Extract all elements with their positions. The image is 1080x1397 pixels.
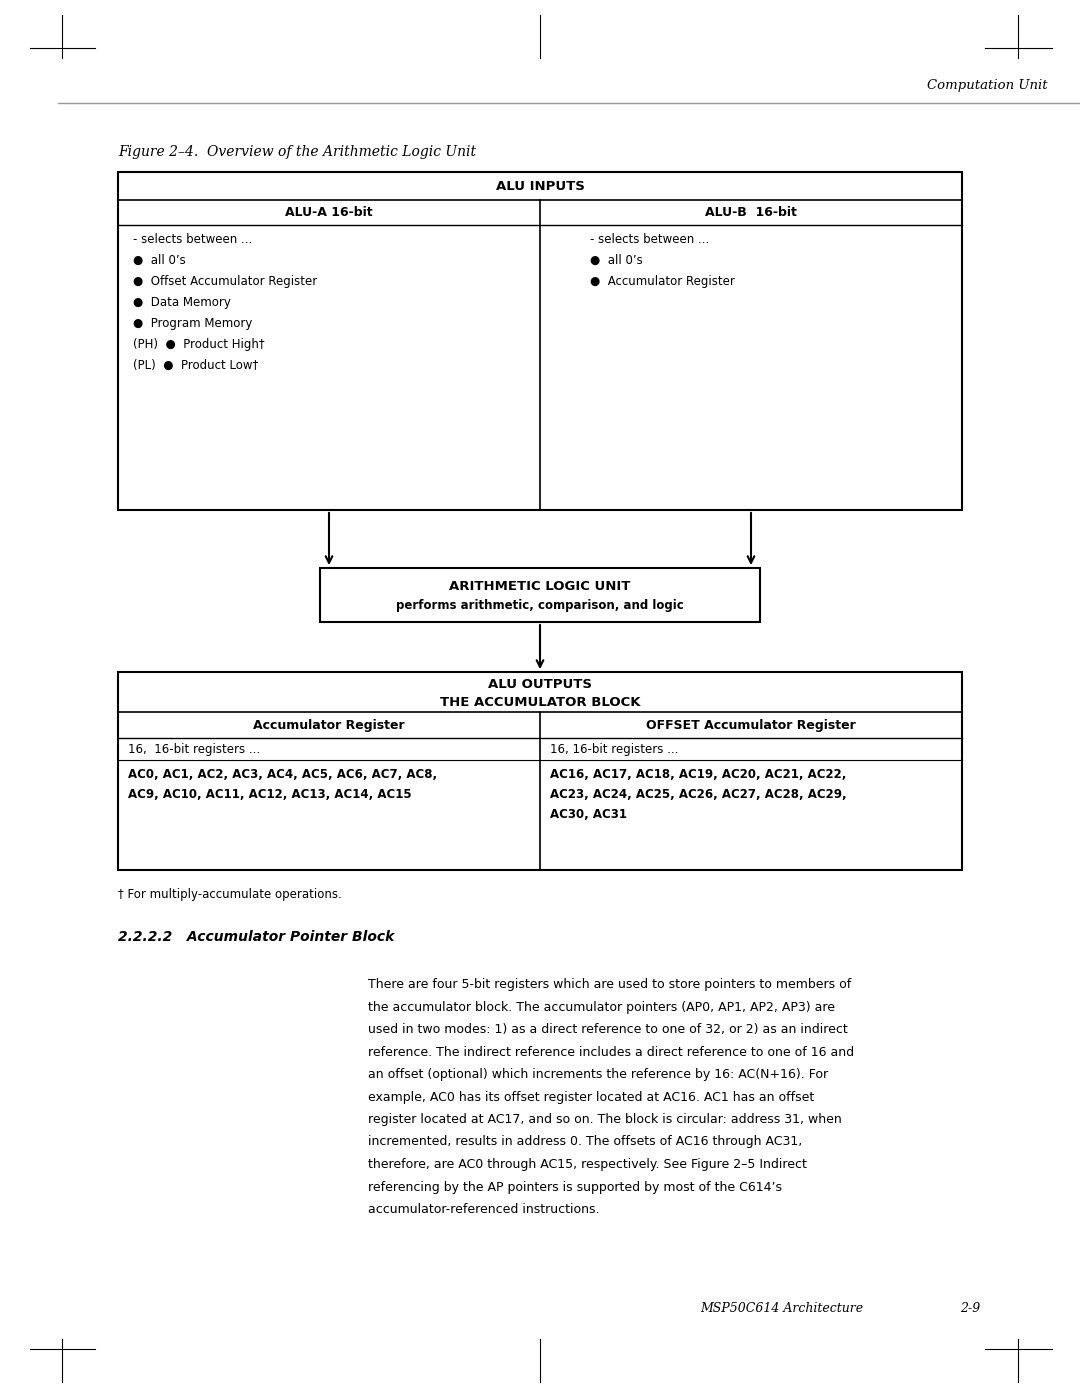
Text: incremented, results in address 0. The offsets of AC16 through AC31,: incremented, results in address 0. The o… (368, 1136, 802, 1148)
Text: ARITHMETIC LOGIC UNIT: ARITHMETIC LOGIC UNIT (449, 581, 631, 594)
Text: 2-9: 2-9 (960, 1302, 981, 1315)
Text: (PL)  ●  Product Low†: (PL) ● Product Low† (133, 359, 258, 372)
Text: accumulator-referenced instructions.: accumulator-referenced instructions. (368, 1203, 599, 1215)
Text: ALU-A 16-bit: ALU-A 16-bit (285, 205, 373, 219)
Text: There are four 5-bit registers which are used to store pointers to members of: There are four 5-bit registers which are… (368, 978, 851, 990)
Bar (118, 172, 962, 510)
Text: ALU OUTPUTS: ALU OUTPUTS (488, 679, 592, 692)
Text: ●  all 0’s: ● all 0’s (590, 254, 643, 267)
Bar (118, 672, 962, 870)
Text: 16, 16-bit registers ...: 16, 16-bit registers ... (550, 742, 678, 756)
Text: reference. The indirect reference includes a direct reference to one of 16 and: reference. The indirect reference includ… (368, 1045, 854, 1059)
Text: referencing by the AP pointers is supported by most of the C614’s: referencing by the AP pointers is suppor… (368, 1180, 782, 1193)
Text: ●  Program Memory: ● Program Memory (133, 317, 253, 330)
Text: AC0, AC1, AC2, AC3, AC4, AC5, AC6, AC7, AC8,
AC9, AC10, AC11, AC12, AC13, AC14, : AC0, AC1, AC2, AC3, AC4, AC5, AC6, AC7, … (129, 768, 437, 800)
Text: (PH)  ●  Product High†: (PH) ● Product High† (133, 338, 265, 351)
Text: - selects between ...: - selects between ... (590, 233, 710, 246)
Text: OFFSET Accumulator Register: OFFSET Accumulator Register (646, 718, 855, 732)
Text: - selects between ...: - selects between ... (133, 233, 253, 246)
Text: MSP50C614 Architecture: MSP50C614 Architecture (700, 1302, 863, 1315)
Text: Figure 2–4.  Overview of the Arithmetic Logic Unit: Figure 2–4. Overview of the Arithmetic L… (118, 145, 476, 159)
Bar (320, 569, 760, 622)
Text: register located at AC17, and so on. The block is circular: address 31, when: register located at AC17, and so on. The… (368, 1113, 841, 1126)
Text: the accumulator block. The accumulator pointers (AP0, AP1, AP2, AP3) are: the accumulator block. The accumulator p… (368, 1000, 835, 1013)
Text: performs arithmetic, comparison, and logic: performs arithmetic, comparison, and log… (396, 598, 684, 612)
Text: ALU INPUTS: ALU INPUTS (496, 179, 584, 193)
Text: THE ACCUMULATOR BLOCK: THE ACCUMULATOR BLOCK (440, 696, 640, 708)
Text: an offset (optional) which increments the reference by 16: AC(N+16). For: an offset (optional) which increments th… (368, 1067, 828, 1081)
Text: Computation Unit: Computation Unit (928, 78, 1048, 91)
Text: 16,  16-bit registers ...: 16, 16-bit registers ... (129, 742, 260, 756)
Text: therefore, are AC0 through AC15, respectively. See Figure 2–5 Indirect: therefore, are AC0 through AC15, respect… (368, 1158, 807, 1171)
Text: used in two modes: 1) as a direct reference to one of 32, or 2) as an indirect: used in two modes: 1) as a direct refere… (368, 1023, 848, 1037)
Text: ALU-B  16-bit: ALU-B 16-bit (705, 205, 797, 219)
Text: Accumulator Register: Accumulator Register (253, 718, 405, 732)
Text: ●  Accumulator Register: ● Accumulator Register (590, 275, 734, 288)
Text: ●  all 0’s: ● all 0’s (133, 254, 186, 267)
Text: AC16, AC17, AC18, AC19, AC20, AC21, AC22,
AC23, AC24, AC25, AC26, AC27, AC28, AC: AC16, AC17, AC18, AC19, AC20, AC21, AC22… (550, 768, 847, 821)
Text: ●  Data Memory: ● Data Memory (133, 296, 231, 309)
Text: example, AC0 has its offset register located at AC16. AC1 has an offset: example, AC0 has its offset register loc… (368, 1091, 814, 1104)
Text: 2.2.2.2   Accumulator Pointer Block: 2.2.2.2 Accumulator Pointer Block (118, 930, 394, 944)
Text: ●  Offset Accumulator Register: ● Offset Accumulator Register (133, 275, 318, 288)
Text: † For multiply-accumulate operations.: † For multiply-accumulate operations. (118, 888, 341, 901)
